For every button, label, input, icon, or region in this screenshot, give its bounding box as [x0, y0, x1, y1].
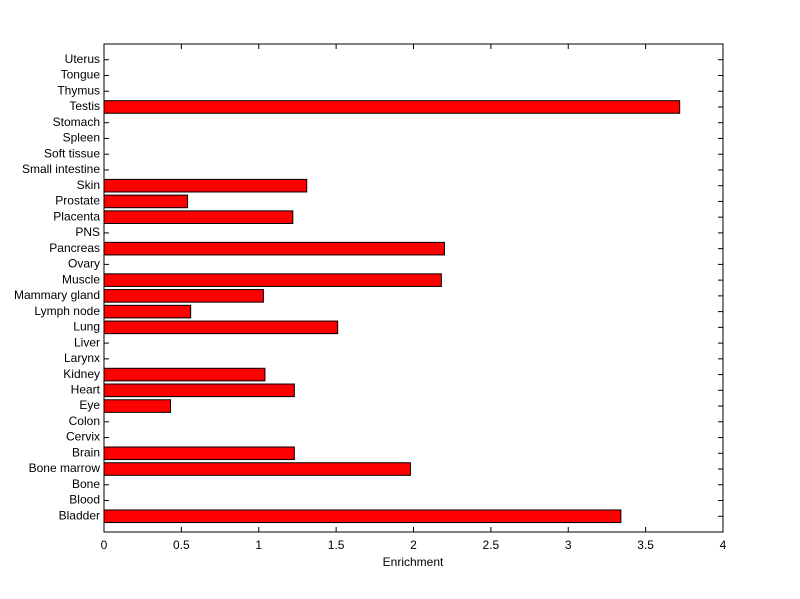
x-tick-label: 2.5: [483, 538, 500, 552]
x-tick-label: 1.5: [328, 538, 345, 552]
y-tick-label: Soft tissue: [44, 146, 100, 160]
y-tick-label: Eye: [79, 398, 100, 412]
bar: [103, 304, 192, 319]
bar: [103, 446, 295, 461]
y-tick-label: Colon: [69, 414, 100, 428]
bar: [103, 462, 411, 476]
y-tick-label: Spleen: [63, 131, 100, 145]
bar: [103, 210, 294, 224]
y-tick-label: Tongue: [61, 68, 101, 82]
bar: [103, 509, 622, 524]
bar: [103, 273, 442, 287]
y-tick-label: Bladder: [59, 508, 100, 522]
y-tick-label: Bone marrow: [29, 461, 101, 475]
y-tick-label: Prostate: [55, 194, 100, 208]
x-tick-label: 1: [255, 538, 262, 552]
y-tick-label: Uterus: [65, 52, 100, 66]
y-tick-label: Cervix: [66, 430, 100, 444]
bar: [103, 178, 308, 193]
x-tick-label: 4: [720, 538, 727, 552]
bar: [103, 367, 266, 382]
x-tick-label: 0: [101, 538, 108, 552]
y-tick-label: Mammary gland: [14, 288, 100, 302]
y-tick-label: Skin: [77, 178, 100, 192]
bar: [103, 100, 681, 114]
x-tick-label: 3.5: [637, 538, 654, 552]
bar: [103, 194, 189, 209]
y-tick-label: Larynx: [64, 351, 100, 365]
y-tick-label: Lung: [73, 320, 100, 334]
y-tick-label: Brain: [72, 445, 100, 459]
y-tick-label: Pancreas: [49, 241, 100, 255]
y-tick-label: Muscle: [62, 272, 100, 286]
y-tick-label: Testis: [69, 99, 100, 113]
y-tick-label: Blood: [69, 493, 100, 507]
bar: [103, 399, 172, 413]
bar: [103, 320, 339, 335]
y-tick-label: Placenta: [53, 209, 100, 223]
y-tick-label: Kidney: [63, 367, 100, 381]
bar: [103, 241, 445, 256]
x-tick-label: 2: [410, 538, 417, 552]
y-tick-label: Lymph node: [34, 304, 100, 318]
y-tick-label: Bone: [72, 477, 100, 491]
y-tick-label: Liver: [74, 335, 100, 349]
x-axis-label: Enrichment: [383, 555, 444, 569]
y-tick-label: Small intestine: [22, 162, 100, 176]
y-tick-label: Ovary: [68, 257, 100, 271]
y-tick-label: Thymus: [57, 83, 100, 97]
x-tick-label: 3: [565, 538, 572, 552]
y-tick-label: Stomach: [53, 115, 100, 129]
bar: [103, 289, 264, 303]
bar: [103, 383, 295, 398]
y-tick-label: Heart: [71, 382, 101, 396]
y-tick-label: PNS: [75, 225, 100, 239]
x-tick-label: 0.5: [173, 538, 190, 552]
